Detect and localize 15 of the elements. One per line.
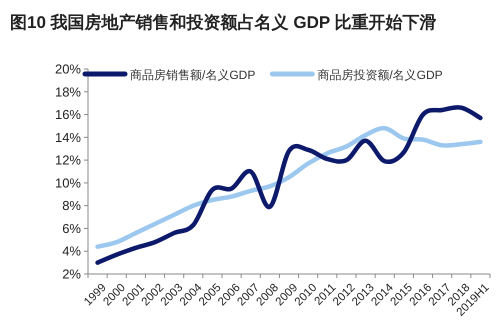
y-tick-label: 16% — [54, 107, 82, 122]
y-tick-label: 8% — [62, 198, 82, 214]
y-tick-label: 18% — [54, 84, 82, 100]
y-tick-label: 6% — [62, 220, 82, 236]
y-tick-label: 2% — [62, 266, 82, 282]
y-tick-label: 14% — [54, 130, 82, 145]
y-tick-label: 4% — [62, 244, 82, 259]
y-tick-label: 20% — [54, 62, 82, 76]
y-tick-label: 12% — [54, 152, 82, 168]
legend-label: 商品房销售额/名义GDP — [130, 68, 256, 82]
y-tick-label: 10% — [54, 175, 82, 190]
line-series — [95, 126, 483, 249]
chart-title: 图10 我国房地产销售和投资额占名义 GDP 比重开始下滑 — [10, 13, 437, 32]
legend-label: 商品房投资额/名义GDP — [317, 68, 443, 82]
line-series — [95, 105, 483, 265]
